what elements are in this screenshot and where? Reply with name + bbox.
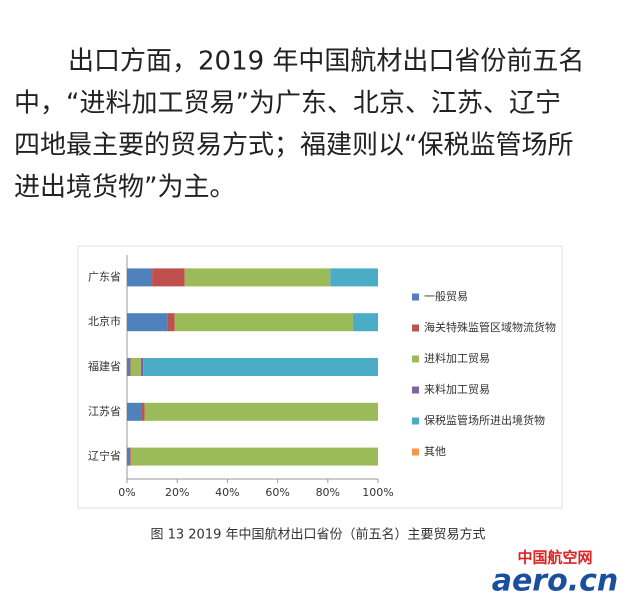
legend-swatch [412, 355, 419, 363]
bar-segment [130, 447, 378, 466]
bar-segment [184, 268, 331, 287]
paragraph-line: 四地最主要的贸易方式；福建则以“保税监管场所 [14, 131, 573, 161]
bar-segment [127, 402, 143, 421]
legend-swatch [412, 448, 419, 456]
legend-swatch [412, 417, 419, 425]
logo-top: 中国航空网 [517, 549, 592, 567]
bar-segment [142, 402, 145, 421]
paragraph-line: 出口方面，2019 年中国航材出口省份前五名 [68, 47, 584, 77]
bar-segment [144, 402, 378, 421]
bar-segment [330, 268, 378, 287]
y-tick-label: 北京市 [88, 314, 121, 328]
bar-segment [127, 313, 168, 332]
x-tick-label: 60% [265, 486, 289, 499]
x-tick-label: 40% [215, 486, 239, 499]
bar-segment [143, 358, 378, 376]
legend-swatch [412, 293, 419, 301]
bar-segment [152, 268, 185, 287]
x-tick-label: 0% [118, 486, 135, 499]
paragraph-line: 进出境货物”为主。 [14, 173, 235, 203]
y-tick-label: 江苏省 [88, 405, 121, 418]
legend-label: 保税监管场所进出境货物 [424, 413, 545, 427]
chart-frame [77, 245, 563, 509]
bar-segment [140, 358, 144, 376]
x-tick-label: 100% [362, 486, 393, 499]
paragraph-line: 中，“进料加工贸易”为广东、北京、江苏、辽宁 [14, 89, 561, 119]
bar-segment [127, 358, 130, 376]
legend-label: 其他 [424, 445, 446, 458]
legend-swatch [412, 324, 419, 332]
caption: 图 13 2019 年中国航材出口省份（前五名）主要贸易方式 [150, 527, 485, 543]
logo-main: aero.cn [492, 564, 619, 599]
bar-segment [127, 447, 130, 466]
bar-segment [130, 358, 141, 376]
legend-swatch [412, 386, 419, 394]
bar-segment [127, 268, 153, 287]
y-tick-label: 福建省 [88, 359, 121, 373]
bar-segment [129, 358, 131, 376]
legend-label: 一般贸易 [424, 290, 468, 303]
bar-segment [167, 313, 175, 332]
bar-segment [174, 313, 353, 332]
legend-label: 海关特殊监管区域物流货物 [424, 320, 556, 334]
y-tick-label: 广东省 [88, 270, 121, 283]
legend-label: 进料加工贸易 [424, 351, 490, 365]
legend-label: 来料加工贸易 [424, 382, 490, 396]
y-tick-label: 辽宁省 [88, 449, 121, 463]
x-tick-label: 20% [165, 486, 189, 499]
x-tick-label: 80% [316, 486, 340, 499]
bar-segment [129, 447, 131, 466]
bar-segment [352, 313, 378, 332]
